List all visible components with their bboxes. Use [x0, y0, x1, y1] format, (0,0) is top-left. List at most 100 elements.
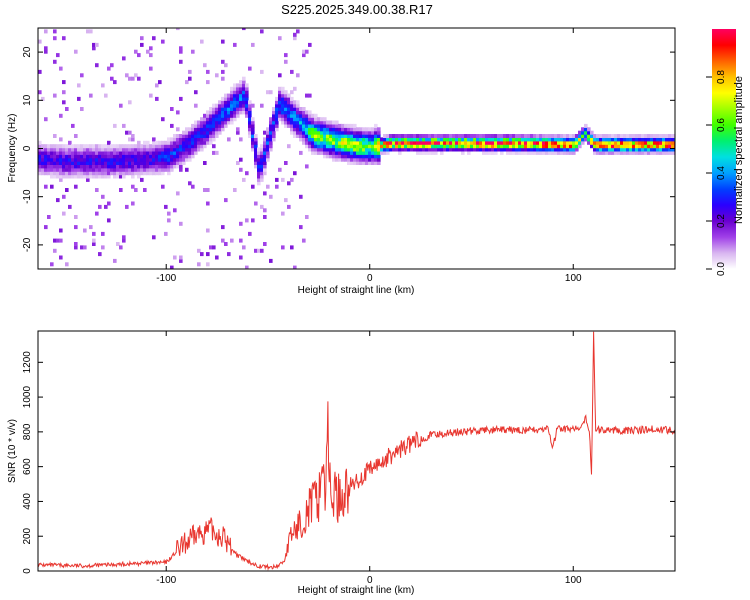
heatmap-cell — [125, 73, 129, 78]
heatmap-cell — [308, 137, 312, 142]
heatmap-cell — [449, 147, 453, 152]
heatmap-cell — [362, 140, 366, 145]
heatmap-cell — [38, 161, 42, 165]
heatmap-cell — [374, 123, 378, 128]
heatmap-cell — [149, 161, 153, 165]
heatmap-cell — [134, 154, 138, 159]
heatmap-cell — [140, 167, 144, 172]
heatmap-cell — [566, 144, 570, 149]
heatmap-cell — [350, 161, 354, 165]
heatmap-cell — [92, 154, 96, 159]
heatmap-cell — [71, 171, 75, 176]
heatmap-cell — [56, 147, 60, 152]
heatmap-cell — [107, 218, 111, 223]
heatmap-cell — [296, 73, 300, 78]
heatmap-cell — [95, 174, 99, 179]
heatmap-cell — [323, 117, 327, 122]
heatmap-cell — [332, 157, 336, 162]
heatmap-cell — [332, 154, 336, 159]
heatmap-cell — [179, 157, 183, 162]
heatmap-cell — [242, 100, 246, 105]
heatmap-cell — [293, 123, 297, 128]
heatmap-cell — [419, 150, 423, 155]
heatmap-cell — [101, 83, 105, 88]
heatmap-cell — [566, 134, 570, 138]
heatmap-cell — [155, 154, 159, 159]
heatmap-cell — [53, 144, 57, 149]
heatmap-cell — [218, 110, 222, 115]
heatmap-cell — [350, 130, 354, 135]
heatmap-cell — [149, 164, 153, 169]
heatmap-cell — [377, 144, 381, 149]
heatmap-cell — [155, 83, 159, 88]
heatmap-cell — [50, 144, 54, 149]
heatmap-cell — [545, 137, 549, 142]
heatmap-cell — [641, 147, 645, 152]
heatmap-cell — [200, 39, 204, 44]
heatmap-cell — [101, 154, 105, 159]
heatmap-cell — [554, 134, 558, 138]
heatmap-cell — [644, 147, 648, 152]
heatmap-cell — [242, 103, 246, 108]
heatmap-cell — [431, 144, 435, 149]
heatmap-cell — [95, 42, 99, 47]
heatmap-cell — [347, 154, 351, 159]
heatmap-cell — [248, 123, 252, 128]
heatmap-cell — [278, 90, 282, 95]
heatmap-cell — [191, 134, 195, 138]
heatmap-cell — [284, 161, 288, 165]
heatmap-cell — [341, 137, 345, 142]
heatmap-cell — [500, 134, 504, 138]
heatmap-cell — [176, 161, 180, 165]
heatmap-cell — [377, 134, 381, 138]
heatmap-cell — [203, 134, 207, 138]
heatmap-cell — [551, 144, 555, 149]
heatmap-cell — [659, 134, 663, 138]
heatmap-cell — [299, 134, 303, 138]
heatmap-cell — [254, 134, 258, 138]
heatmap-cell — [92, 144, 96, 149]
heatmap-cell — [119, 174, 123, 179]
heatmap-cell — [629, 134, 633, 138]
heatmap-cell — [317, 123, 321, 128]
heatmap-cell — [38, 147, 42, 152]
heatmap-cell — [380, 147, 384, 152]
heatmap-cell — [134, 147, 138, 152]
heatmap-cell — [221, 123, 225, 128]
heatmap-cell — [188, 181, 192, 186]
heatmap-cell — [80, 154, 84, 159]
heatmap-cell — [158, 80, 162, 85]
heatmap-cell — [275, 107, 279, 111]
heatmap-cell — [59, 137, 63, 142]
heatmap-cell — [512, 147, 516, 152]
heatmap-cell — [269, 144, 273, 149]
heatmap-cell — [362, 130, 366, 135]
heatmap-cell — [224, 63, 228, 68]
colorbar-label: Normalized spectral amplitude — [733, 76, 745, 224]
heatmap-cell — [38, 69, 42, 74]
heatmap-cell — [68, 150, 72, 155]
heatmap-cell — [113, 144, 117, 149]
heatmap-cell — [239, 221, 243, 226]
heatmap-cell — [464, 140, 468, 145]
heatmap-cell — [473, 134, 477, 138]
heatmap-cell — [290, 69, 294, 74]
heatmap-cell — [602, 144, 606, 149]
heatmap-cell — [170, 123, 174, 128]
heatmap-cell — [395, 144, 399, 149]
heatmap-cell — [131, 76, 135, 81]
heatmap-cell — [548, 150, 552, 155]
heatmap-cell — [128, 167, 132, 172]
heatmap-cell — [38, 140, 42, 145]
heatmap-cell — [398, 147, 402, 152]
heatmap-cell — [92, 231, 96, 236]
heatmap-cell — [449, 144, 453, 149]
heatmap-cell — [149, 66, 153, 71]
heatmap-cell — [65, 144, 69, 149]
heatmap-cell — [509, 140, 513, 145]
heatmap-cell — [41, 157, 45, 162]
heatmap-cell — [299, 194, 303, 199]
heatmap-cell — [569, 150, 573, 155]
heatmap-cell — [95, 144, 99, 149]
heatmap-cell — [65, 167, 69, 172]
